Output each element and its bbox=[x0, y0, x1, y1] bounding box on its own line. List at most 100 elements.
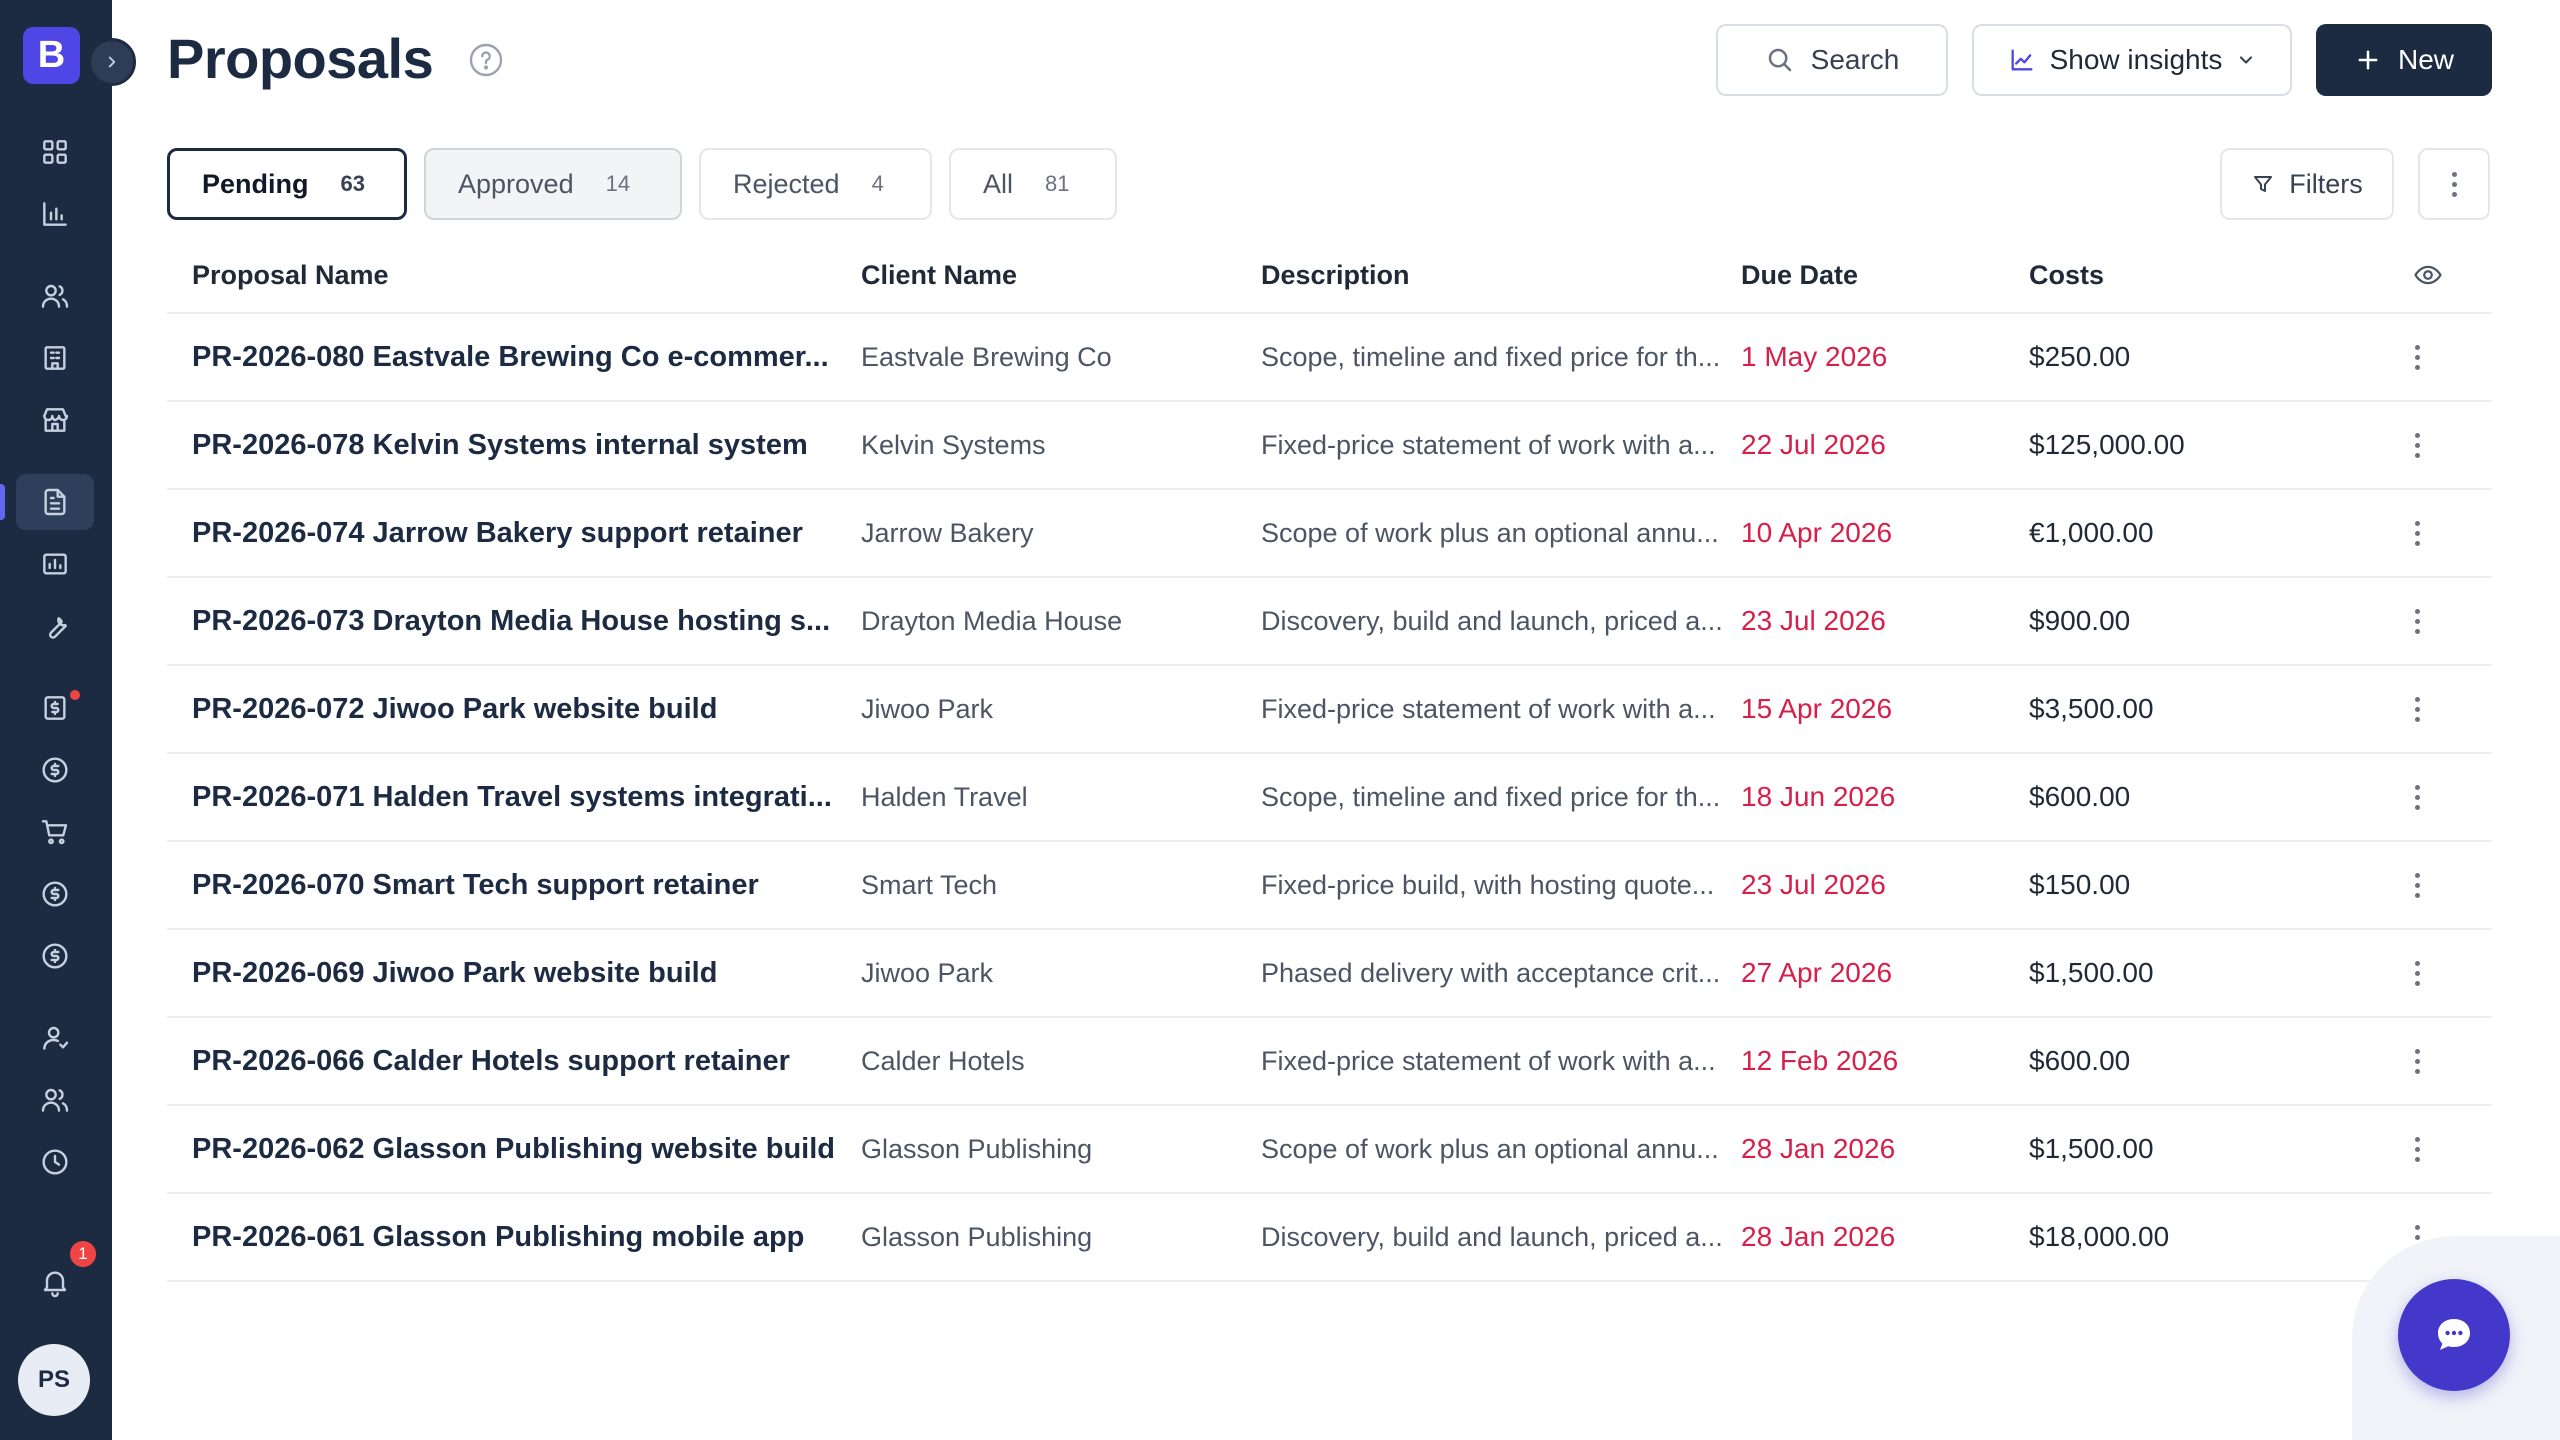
due-date: 18 Jun 2026 bbox=[1741, 781, 1896, 812]
client-name: Glasson Publishing bbox=[861, 1221, 1093, 1252]
due-date: 1 May 2026 bbox=[1741, 341, 1888, 372]
proposal-name[interactable]: PR-2026-070 Smart Tech support retainer bbox=[192, 868, 759, 901]
table-row[interactable]: PR-2026-072 Jiwoo Park website build Jiw… bbox=[167, 666, 2492, 754]
row-actions-button[interactable] bbox=[2379, 696, 2492, 722]
search-icon bbox=[1768, 48, 1791, 72]
proposal-name[interactable]: PR-2026-062 Glasson Publishing website b… bbox=[192, 1132, 835, 1165]
row-actions-button[interactable] bbox=[2379, 1048, 2492, 1074]
cost: $125,000.00 bbox=[2029, 429, 2185, 460]
tab-pending[interactable]: Pending 63 bbox=[167, 148, 407, 220]
table-row[interactable]: PR-2026-080 Eastvale Brewing Co e-commer… bbox=[167, 314, 2492, 402]
sidebar-item-billing[interactable] bbox=[16, 866, 94, 922]
cost: $3,500.00 bbox=[2029, 693, 2154, 724]
column-header-proposal-name[interactable]: Proposal Name bbox=[192, 259, 389, 290]
table-row[interactable]: PR-2026-061 Glasson Publishing mobile ap… bbox=[167, 1194, 2492, 1282]
bar-chart-icon bbox=[43, 202, 67, 226]
row-actions-button[interactable] bbox=[2379, 784, 2492, 810]
sidebar-toggle-button[interactable] bbox=[88, 38, 136, 86]
sidebar-item-team[interactable] bbox=[16, 1072, 94, 1128]
filters-button[interactable]: Filters bbox=[2220, 148, 2394, 220]
row-actions-button[interactable] bbox=[2379, 960, 2492, 986]
tab-rejected[interactable]: Rejected 4 bbox=[699, 148, 932, 220]
tab-approved[interactable]: Approved 14 bbox=[424, 148, 682, 220]
kebab-icon bbox=[2450, 171, 2458, 197]
app-logo[interactable]: B bbox=[23, 27, 80, 84]
search-button[interactable]: Search bbox=[1716, 24, 1948, 96]
client-name: Jiwoo Park bbox=[861, 957, 994, 988]
new-proposal-button[interactable]: New bbox=[2316, 24, 2492, 96]
table-row[interactable]: PR-2026-074 Jarrow Bakery support retain… bbox=[167, 490, 2492, 578]
column-header-due-date[interactable]: Due Date bbox=[1741, 259, 1859, 290]
table-row[interactable]: PR-2026-071 Halden Travel systems integr… bbox=[167, 754, 2492, 842]
table-row[interactable]: PR-2026-073 Drayton Media House hosting … bbox=[167, 578, 2492, 666]
sidebar-item-orders[interactable] bbox=[16, 804, 94, 860]
due-date: 27 Apr 2026 bbox=[1741, 957, 1893, 988]
cart-icon bbox=[41, 820, 68, 845]
tab-count: 81 bbox=[1045, 171, 1070, 196]
column-header-costs[interactable]: Costs bbox=[2029, 259, 2105, 290]
proposal-name[interactable]: PR-2026-061 Glasson Publishing mobile ap… bbox=[192, 1220, 805, 1253]
proposals-table: Proposal Name Client Name Description Du… bbox=[167, 238, 2492, 1282]
kebab-icon bbox=[2413, 432, 2421, 458]
proposal-name[interactable]: PR-2026-072 Jiwoo Park website build bbox=[192, 692, 718, 725]
row-actions-button[interactable] bbox=[2379, 1136, 2492, 1162]
sidebar-item-account[interactable] bbox=[16, 1010, 94, 1066]
row-actions-button[interactable] bbox=[2379, 344, 2492, 370]
row-actions-button[interactable] bbox=[2379, 520, 2492, 546]
row-actions-button[interactable] bbox=[2379, 432, 2492, 458]
more-options-button[interactable] bbox=[2418, 148, 2490, 220]
eye-icon bbox=[2414, 265, 2442, 285]
description: Fixed-price statement of work with a... bbox=[1261, 693, 1716, 724]
description: Fixed-price statement of work with a... bbox=[1261, 429, 1716, 460]
proposal-name[interactable]: PR-2026-069 Jiwoo Park website build bbox=[192, 956, 718, 989]
table-row[interactable]: PR-2026-062 Glasson Publishing website b… bbox=[167, 1106, 2492, 1194]
proposal-name[interactable]: PR-2026-066 Calder Hotels support retain… bbox=[192, 1044, 790, 1077]
column-header-description[interactable]: Description bbox=[1261, 259, 1410, 290]
chat-button[interactable] bbox=[2398, 1279, 2510, 1391]
kebab-icon bbox=[2413, 344, 2421, 370]
proposal-name[interactable]: PR-2026-080 Eastvale Brewing Co e-commer… bbox=[192, 340, 829, 373]
proposal-name[interactable]: PR-2026-078 Kelvin Systems internal syst… bbox=[192, 428, 808, 461]
client-name: Drayton Media House bbox=[861, 605, 1123, 636]
filters-label: Filters bbox=[2289, 168, 2363, 199]
sidebar-item-expenses[interactable] bbox=[16, 928, 94, 984]
row-actions-button[interactable] bbox=[2379, 872, 2492, 898]
column-visibility-button[interactable] bbox=[2379, 260, 2492, 290]
cost: €1,000.00 bbox=[2029, 517, 2154, 548]
sidebar-item-payments[interactable] bbox=[16, 742, 94, 798]
help-icon[interactable] bbox=[468, 42, 504, 78]
show-insights-button[interactable]: Show insights bbox=[1972, 24, 2292, 96]
sidebar-item-contacts[interactable] bbox=[16, 268, 94, 324]
description: Fixed-price build, with hosting quote... bbox=[1261, 869, 1715, 900]
due-date: 15 Apr 2026 bbox=[1741, 693, 1893, 724]
table-row[interactable]: PR-2026-070 Smart Tech support retainer … bbox=[167, 842, 2492, 930]
proposal-name[interactable]: PR-2026-073 Drayton Media House hosting … bbox=[192, 604, 831, 637]
notifications-button[interactable] bbox=[16, 1254, 94, 1310]
sidebar-item-invoices[interactable] bbox=[16, 680, 94, 736]
description: Discovery, build and launch, priced a... bbox=[1261, 605, 1723, 636]
sidebar-item-proposals[interactable] bbox=[0, 474, 94, 530]
cost: $600.00 bbox=[2029, 1045, 2131, 1076]
sidebar-item-stores[interactable] bbox=[16, 392, 94, 448]
sidebar-item-projects[interactable] bbox=[16, 536, 94, 592]
table-row[interactable]: PR-2026-078 Kelvin Systems internal syst… bbox=[167, 402, 2492, 490]
tab-all[interactable]: All 81 bbox=[949, 148, 1117, 220]
avatar[interactable]: PS bbox=[18, 1344, 90, 1416]
client-name: Eastvale Brewing Co bbox=[861, 341, 1112, 372]
sidebar-item-tools[interactable] bbox=[16, 598, 94, 654]
sidebar-item-time[interactable] bbox=[16, 1134, 94, 1190]
sidebar-item-dashboard[interactable] bbox=[16, 124, 94, 180]
table-row[interactable]: PR-2026-066 Calder Hotels support retain… bbox=[167, 1018, 2492, 1106]
table-row[interactable]: PR-2026-069 Jiwoo Park website build Jiw… bbox=[167, 930, 2492, 1018]
sidebar-item-companies[interactable] bbox=[16, 330, 94, 386]
proposal-name[interactable]: PR-2026-071 Halden Travel systems integr… bbox=[192, 780, 832, 813]
cost: $1,500.00 bbox=[2029, 957, 2154, 988]
sidebar-item-reports[interactable] bbox=[16, 186, 94, 242]
kebab-icon bbox=[2413, 1136, 2421, 1162]
user-icon bbox=[43, 1026, 69, 1050]
kebab-icon bbox=[2413, 872, 2421, 898]
column-header-client-name[interactable]: Client Name bbox=[861, 259, 1018, 290]
due-date: 10 Apr 2026 bbox=[1741, 517, 1893, 548]
proposal-name[interactable]: PR-2026-074 Jarrow Bakery support retain… bbox=[192, 516, 803, 549]
row-actions-button[interactable] bbox=[2379, 608, 2492, 634]
